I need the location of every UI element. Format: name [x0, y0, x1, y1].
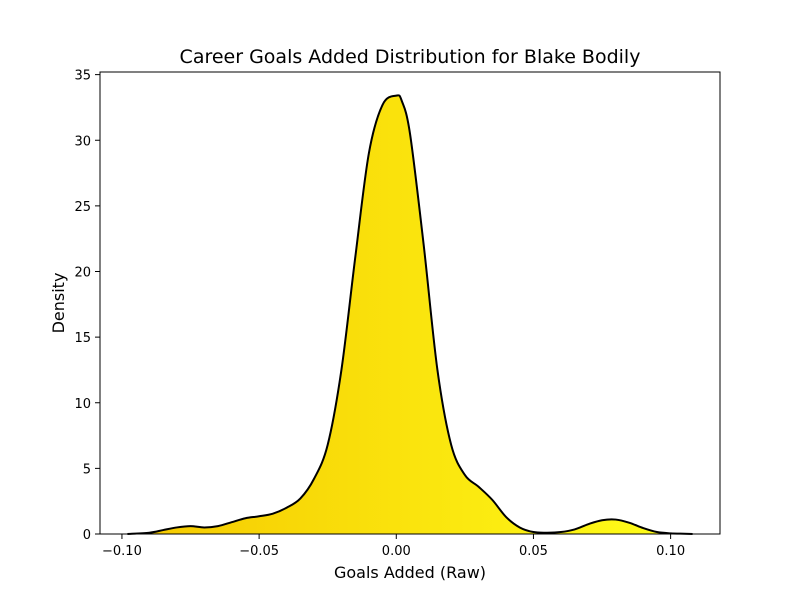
x-tick-label: 0.00	[382, 544, 411, 559]
y-tick-label: 20	[74, 266, 91, 281]
y-axis: 0 5 10 15 20 25 30 35	[74, 69, 100, 543]
x-tick-label: −0.10	[102, 544, 142, 559]
y-tick-label: 35	[74, 69, 91, 84]
y-tick-label: 25	[74, 200, 91, 215]
x-tick-label: −0.05	[239, 544, 279, 559]
plot-frame	[99, 71, 721, 535]
x-tick-label: 0.05	[519, 544, 548, 559]
y-tick-label: 10	[74, 397, 91, 412]
plot-area	[99, 71, 721, 535]
x-axis: −0.10 −0.05 0.00 0.05 0.10	[102, 534, 685, 559]
y-tick-label: 0	[83, 528, 91, 543]
density-line	[127, 94, 693, 535]
x-tick-label: 0.10	[656, 544, 685, 559]
y-tick-label: 30	[74, 134, 91, 149]
y-axis-label: Density	[49, 273, 68, 334]
y-tick-label: 15	[74, 331, 91, 346]
chart-title: Career Goals Added Distribution for Blak…	[180, 46, 641, 68]
x-axis-label: Goals Added (Raw)	[334, 563, 486, 582]
density-area	[127, 95, 693, 535]
y-tick-label: 5	[83, 462, 91, 477]
